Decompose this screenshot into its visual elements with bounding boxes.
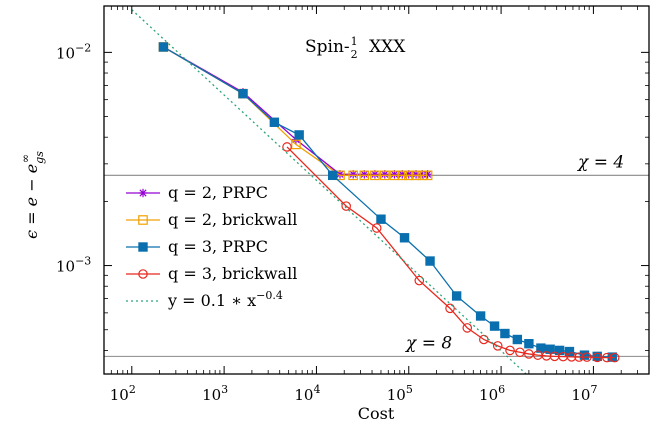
legend-label: q = 2, PRPC xyxy=(168,183,268,202)
data-point-s2-13 xyxy=(417,170,428,181)
data-point-s4-20 xyxy=(602,352,612,363)
x-tick-label: 107 xyxy=(571,383,597,404)
data-point-s2-5 xyxy=(348,170,358,181)
series-5 xyxy=(131,9,528,374)
legend-swatch-marker xyxy=(138,269,148,279)
data-point-s2-3 xyxy=(291,139,301,150)
data-point-s4-4 xyxy=(414,275,425,286)
data-point-s3-11 xyxy=(489,321,500,331)
legend-entry-3: q = 3, PRPC xyxy=(126,237,268,256)
data-point-s3-18 xyxy=(564,346,575,357)
series-line-3 xyxy=(163,46,613,358)
legend-entry-4: q = 3, brickwall xyxy=(126,264,297,283)
x-axis-title: Cost xyxy=(358,404,395,423)
plot-frame xyxy=(103,5,650,375)
data-point-s3-2 xyxy=(238,88,248,99)
data-point-s2-6 xyxy=(359,170,370,181)
data-point-s3-10 xyxy=(475,311,486,321)
legend-swatch-marker xyxy=(138,188,148,198)
data-point-s2-9 xyxy=(389,170,400,181)
data-point-s3-14 xyxy=(524,339,534,349)
legend-swatch-marker xyxy=(138,242,148,252)
data-point-s1-7 xyxy=(370,170,380,179)
data-point-s4-10 xyxy=(515,347,525,358)
data-point-s4-9 xyxy=(505,345,515,356)
data-point-s4-8 xyxy=(492,341,503,351)
series-2 xyxy=(158,42,433,181)
series-line-2 xyxy=(163,46,428,176)
data-point-s3-9 xyxy=(451,291,462,301)
axis-ticks: 102 103 104 105 106 107 10−3 10−2 xyxy=(56,6,650,404)
data-point-s3-13 xyxy=(512,334,523,345)
chart-title: Spin-1 2 XXX xyxy=(305,35,406,61)
reference-lines: χ = 4 χ = 8 xyxy=(104,152,649,357)
data-point-s3-7 xyxy=(399,233,410,243)
legend-entry-1: q = 2, PRPC xyxy=(126,183,268,202)
legend-label: q = 2, brickwall xyxy=(168,210,297,229)
legend-entry-2: q = 2, brickwall xyxy=(126,210,297,229)
legend-label: q = 3, brickwall xyxy=(168,264,297,283)
series-1 xyxy=(159,42,432,179)
series-layer xyxy=(131,9,620,374)
data-point-s4-21 xyxy=(609,352,620,363)
series-4 xyxy=(282,142,620,363)
data-point-s4-1 xyxy=(282,142,292,152)
legend-label: y = 0.1 ∗ x−0.4 xyxy=(167,289,283,310)
x-tick-label: 105 xyxy=(387,383,413,404)
y-tick-label: 10−2 xyxy=(56,41,91,62)
data-point-s4-3 xyxy=(371,223,382,233)
hline-label-2: χ = 8 xyxy=(405,333,452,353)
data-point-s2-10 xyxy=(397,170,408,181)
x-tick-label: 102 xyxy=(110,383,136,404)
data-point-s2-7 xyxy=(370,170,380,181)
data-point-s3-3 xyxy=(269,117,280,127)
legend: q = 2, PRPC q = 2, brickwall q = 3, PRPC q … xyxy=(126,183,297,310)
legend-swatch-marker xyxy=(138,215,148,225)
data-point-s3-19 xyxy=(579,350,590,360)
hline-label-1: χ = 4 xyxy=(577,152,624,172)
data-point-s2-11 xyxy=(403,170,414,181)
x-tick-label: 106 xyxy=(479,383,505,404)
data-point-s4-6 xyxy=(462,323,473,333)
data-point-s2-12 xyxy=(411,170,421,181)
data-point-s4-18 xyxy=(582,352,592,362)
data-point-s3-5 xyxy=(327,170,338,181)
data-point-s3-1 xyxy=(158,42,169,52)
data-point-s3-8 xyxy=(425,256,435,266)
series-line-5 xyxy=(131,9,528,374)
data-point-s4-19 xyxy=(592,352,603,363)
data-point-s4-11 xyxy=(524,349,534,359)
y-axis-title: ϵ = e − egs∞ xyxy=(19,151,46,239)
data-point-s4-17 xyxy=(574,352,584,362)
data-point-s2-8 xyxy=(379,170,390,181)
data-point-s3-12 xyxy=(500,328,510,339)
data-point-s3-4 xyxy=(294,130,304,140)
data-point-s3-6 xyxy=(376,214,386,224)
x-tick-label: 104 xyxy=(294,383,320,404)
y-tick-label: 10−3 xyxy=(56,255,91,276)
x-tick-label: 103 xyxy=(202,383,228,404)
data-point-s4-2 xyxy=(341,201,351,211)
data-point-s4-5 xyxy=(445,303,455,314)
series-3 xyxy=(158,42,617,362)
data-point-s4-16 xyxy=(566,352,577,362)
legend-label: q = 3, PRPC xyxy=(168,237,268,256)
legend-entry-5: y = 0.1 ∗ x−0.4 xyxy=(126,289,283,310)
series-line-4 xyxy=(286,146,615,359)
data-point-s2-14 xyxy=(422,170,433,181)
